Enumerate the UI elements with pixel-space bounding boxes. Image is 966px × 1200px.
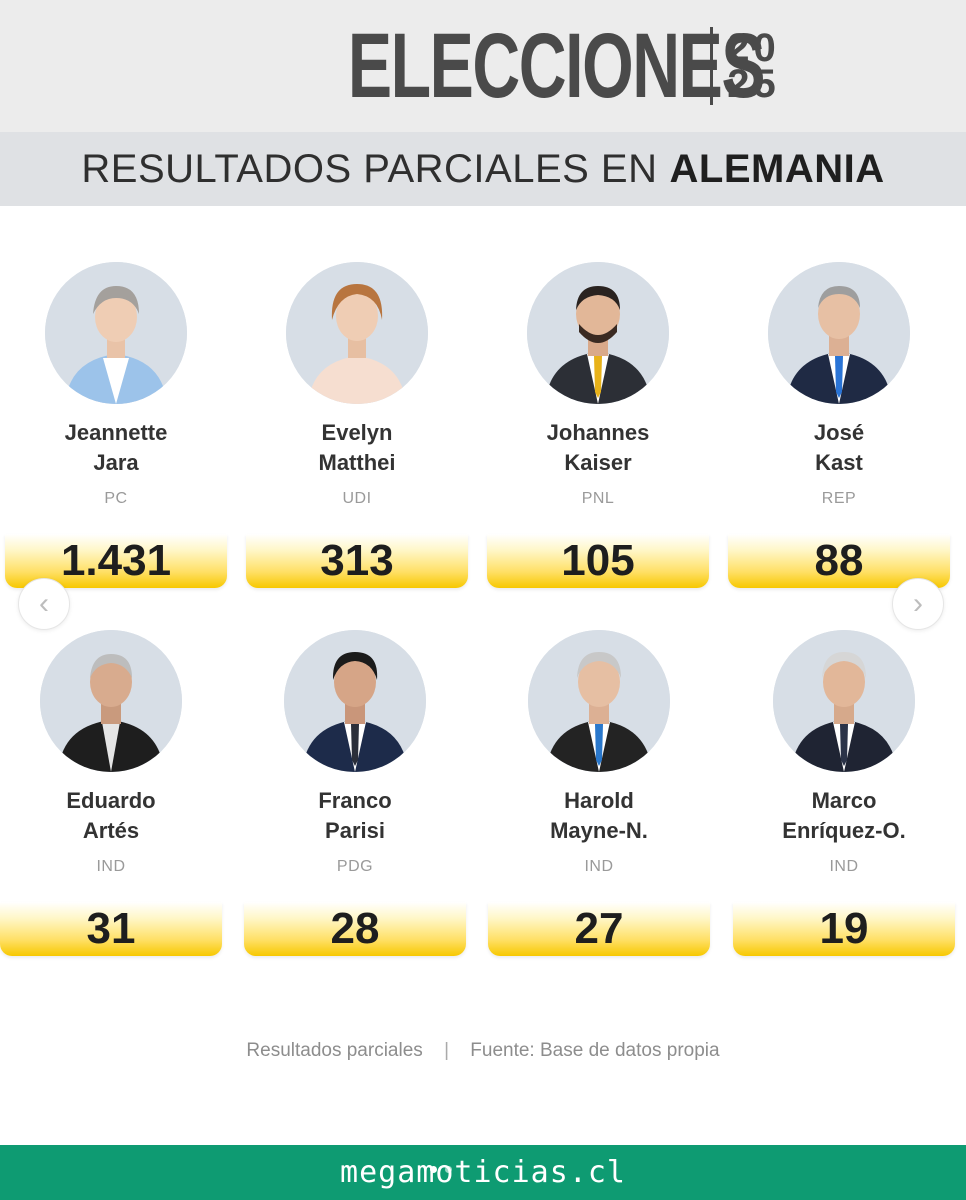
site-footer[interactable]: megamoticias.cl <box>0 1145 966 1200</box>
candidate-avatar <box>768 262 910 404</box>
brand-divider <box>710 27 714 105</box>
candidate-votes: 28 <box>244 902 466 956</box>
candidate-party: IND <box>96 858 126 875</box>
person-photo-icon <box>40 630 182 772</box>
brand-title: ELECCIONES <box>348 15 766 117</box>
candidate-name: Eduardo Artés <box>66 788 156 843</box>
source-note: Resultados parciales | Fuente: Base de d… <box>0 1040 966 1062</box>
candidate-name: Franco Parisi <box>318 788 392 843</box>
note-right: Fuente: Base de datos propia <box>470 1040 720 1061</box>
candidate-votes: 88 <box>728 534 950 588</box>
page-subtitle: RESULTADOS PARCIALES EN ALEMANIA <box>0 132 966 206</box>
candidate-avatar <box>40 630 182 772</box>
candidate-name: José Kast <box>813 420 865 475</box>
candidate-party: IND <box>584 858 614 875</box>
candidate-avatar <box>286 262 428 404</box>
candidate-avatar <box>284 630 426 772</box>
candidate-name: Jeannette Jara <box>64 420 168 475</box>
candidate-votes: 313 <box>246 534 468 588</box>
subtitle-country: ALEMANIA <box>669 146 885 191</box>
candidate-avatar <box>45 262 187 404</box>
candidate-votes: 19 <box>733 902 955 956</box>
person-photo-icon <box>773 630 915 772</box>
person-photo-icon <box>528 630 670 772</box>
person-photo-icon <box>527 262 669 404</box>
candidate-avatar <box>773 630 915 772</box>
brand-year-top: 20 <box>727 26 780 70</box>
person-photo-icon <box>45 262 187 404</box>
candidate-avatar <box>527 262 669 404</box>
candidate-name: Johannes Kaiser <box>546 420 650 475</box>
candidate-name: Marco Enríquez-O. <box>782 788 906 843</box>
note-separator: | <box>444 1040 449 1061</box>
carousel-prev-button[interactable]: ‹ <box>18 578 70 630</box>
carousel-next-button[interactable]: › <box>892 578 944 630</box>
brand-year-bottom: 25 <box>727 62 780 106</box>
candidate-name: Harold Mayne-N. <box>550 788 648 843</box>
carousel-dot[interactable] <box>445 1166 452 1173</box>
site-name: megamoticias.cl <box>340 1155 626 1190</box>
subtitle-prefix: RESULTADOS PARCIALES EN <box>81 146 658 191</box>
candidate-party: IND <box>829 858 859 875</box>
candidate-party: PC <box>104 490 128 507</box>
carousel-dots <box>430 1166 452 1173</box>
person-photo-icon <box>768 262 910 404</box>
candidate-party: PNL <box>581 490 615 507</box>
candidate-votes: 31 <box>0 902 222 956</box>
carousel-dot[interactable] <box>430 1166 437 1173</box>
candidate-avatar <box>528 630 670 772</box>
chevron-left-icon: ‹ <box>39 587 49 620</box>
candidate-party: REP <box>821 490 857 507</box>
candidate-votes: 105 <box>487 534 709 588</box>
person-photo-icon <box>286 262 428 404</box>
note-left: Resultados parciales <box>246 1040 423 1061</box>
header-brand: ELECCIONES 20 25 <box>0 0 966 132</box>
brand-year: 20 25 <box>727 26 780 106</box>
chevron-right-icon: › <box>913 587 923 620</box>
candidate-party: UDI <box>342 490 372 507</box>
person-photo-icon <box>284 630 426 772</box>
candidate-party: PDG <box>336 858 374 875</box>
candidate-votes: 27 <box>488 902 710 956</box>
candidate-name: Evelyn Matthei <box>318 420 396 475</box>
